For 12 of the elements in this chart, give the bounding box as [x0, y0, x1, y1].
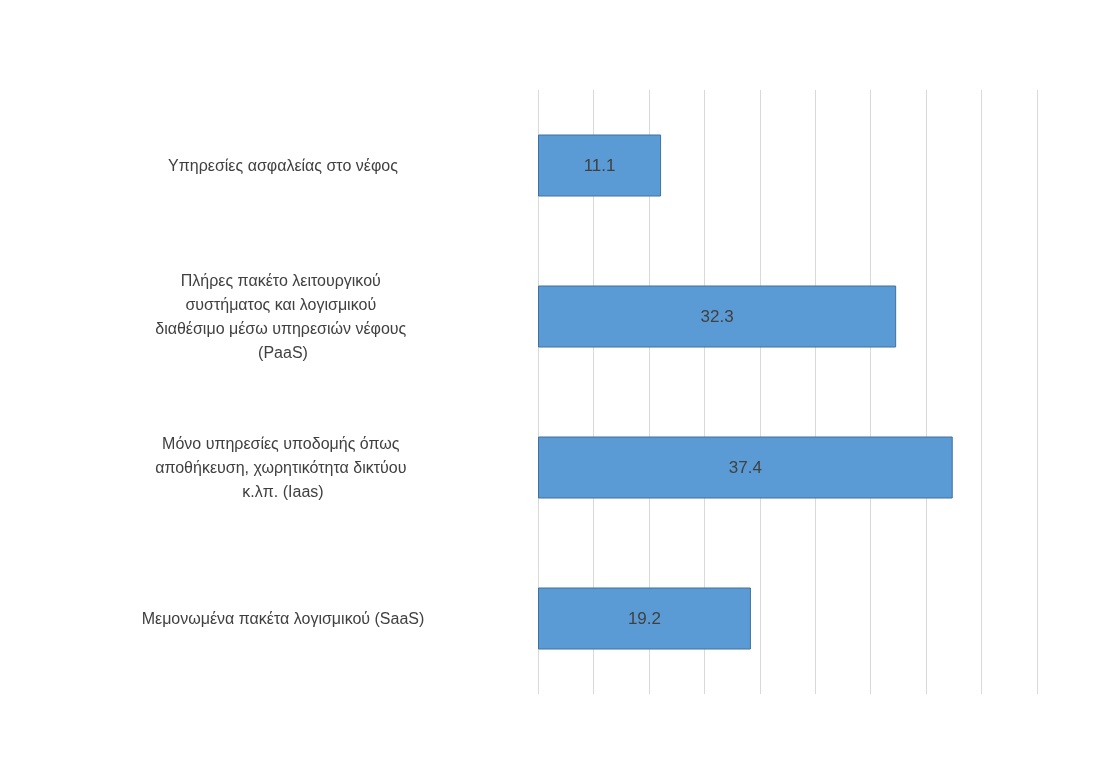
y-tick-label: Μεμονωμένα πακέτα λογισμικού (SaaS) [141, 610, 425, 627]
y-tick-label: Μόνο υπηρεσίες υποδομής όπως αποθήκευση, χωρητικότητα δικτύου κ.λπ. (Iaas) [155, 435, 411, 500]
data-label: 32.3 [700, 307, 734, 326]
y-tick-label: Πλήρες πακέτο λειτουργικού συστήματος και λογισμικού διαθέσιμο μέσω υπηρεσιών νέφους (PaaS) [155, 272, 411, 361]
data-label: 11.1 [583, 156, 616, 175]
bar [538, 436, 953, 499]
bar [538, 285, 897, 348]
data-label: 37.4 [728, 458, 762, 477]
bar [538, 587, 751, 650]
data-label: 19.2 [627, 609, 661, 628]
bar [538, 134, 662, 197]
y-tick-label: Υπηρεσίες ασφαλείας στο νέφος [168, 157, 399, 174]
